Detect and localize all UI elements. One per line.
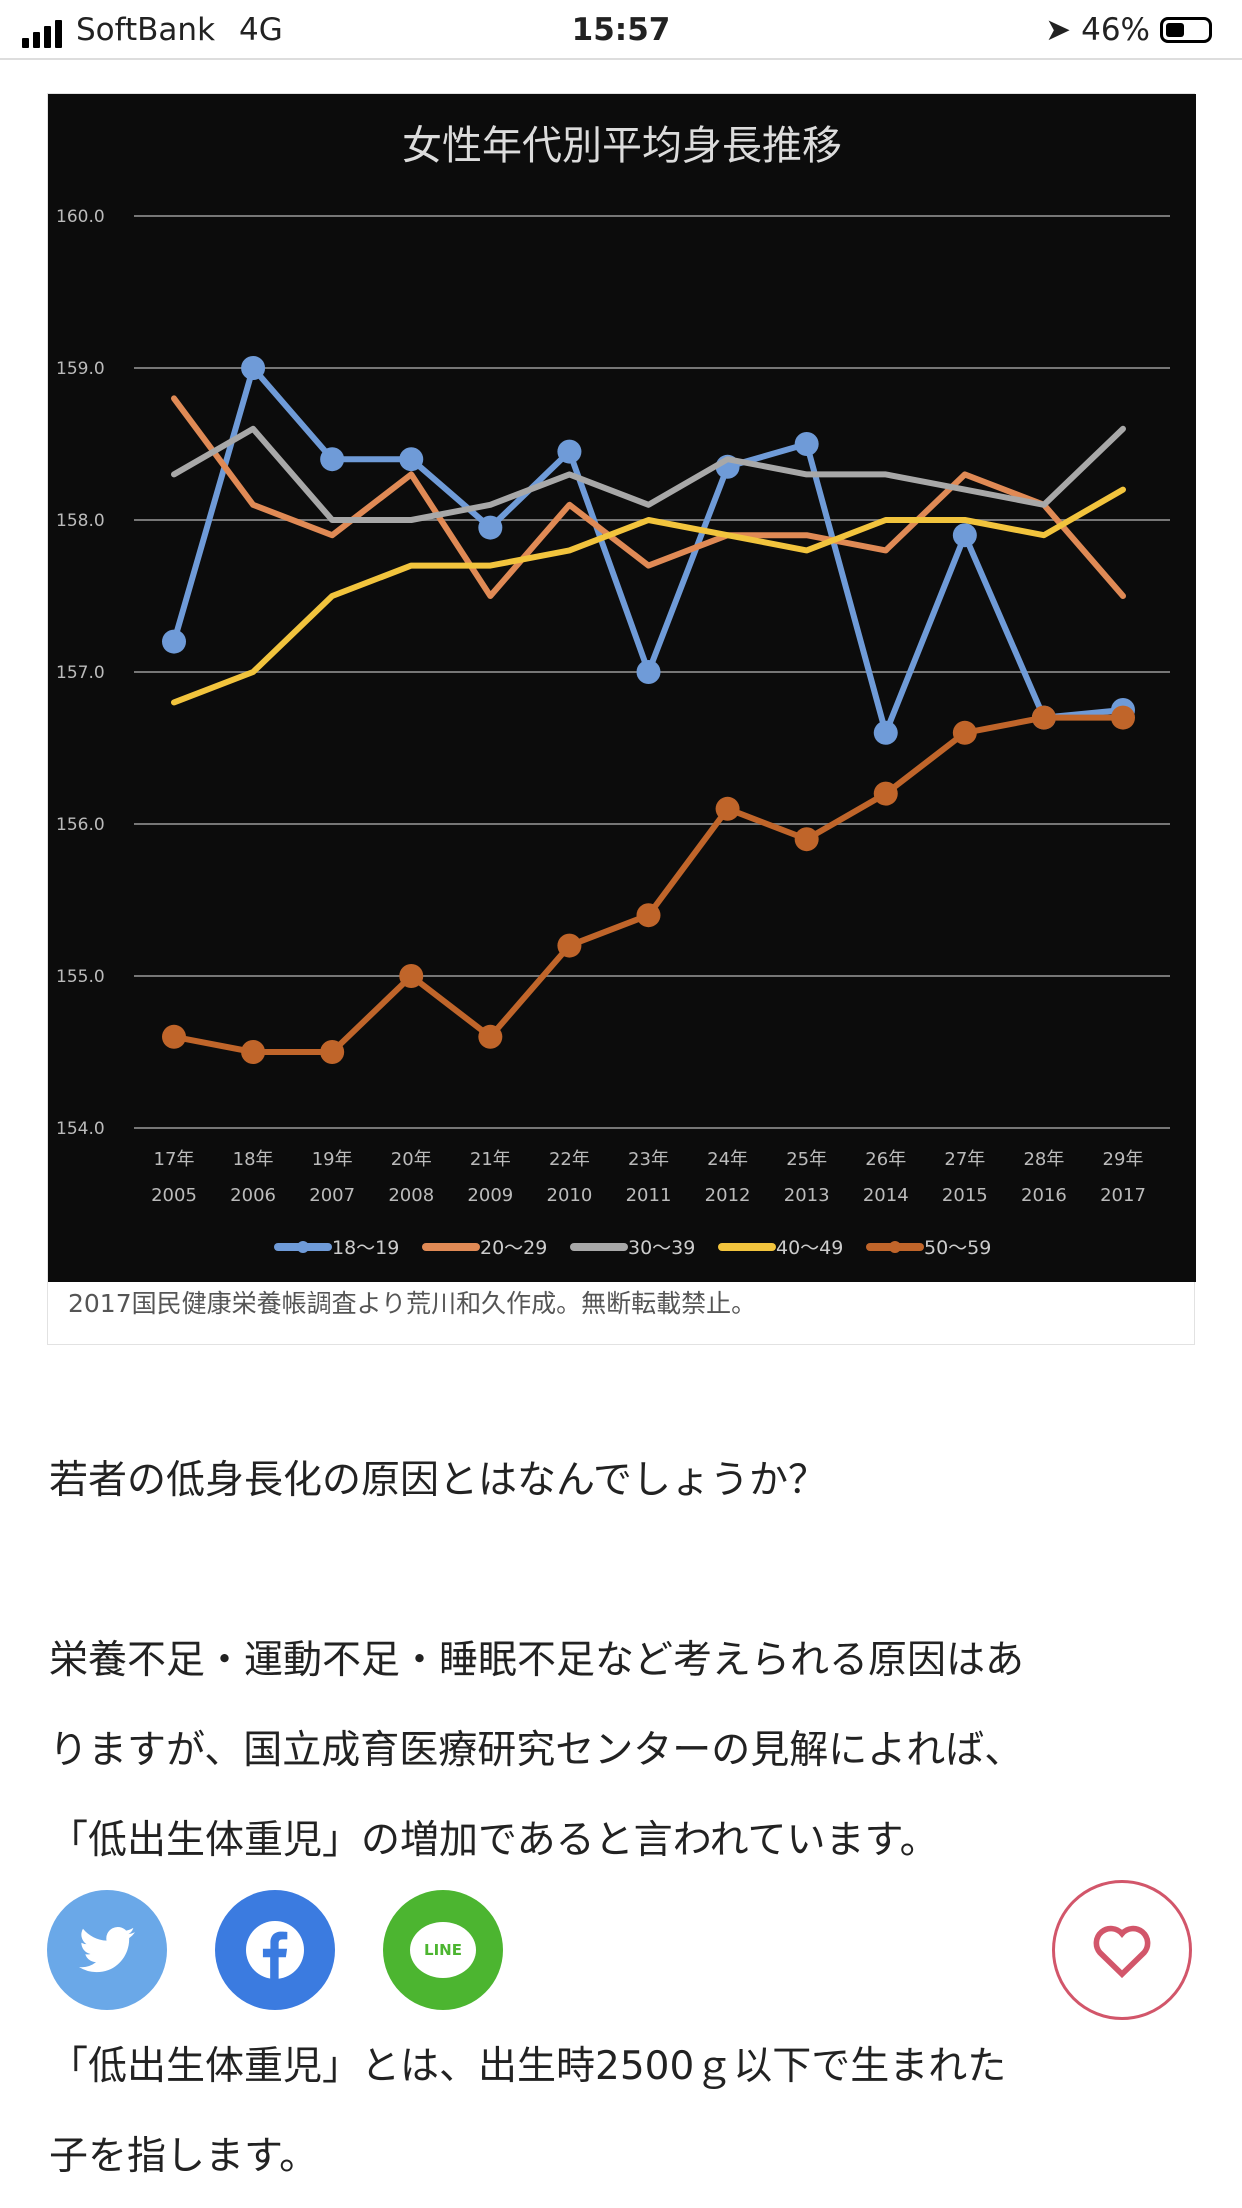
like-button[interactable] [1052,1880,1192,2020]
y-tick-label: 157.0 [56,663,105,683]
x-tick-label: 2009 [467,1185,513,1206]
data-point [1031,705,1056,730]
data-point [241,1040,266,1064]
x-tick-label: 27年 [944,1149,985,1170]
text-line: 「低出生体重児」とは、出生時2500ｇ以下で生まれた [49,2044,1007,2089]
legend-marker [297,1241,309,1253]
x-tick-label: 26年 [865,1149,906,1170]
facebook-share-button[interactable] [215,1890,335,2010]
data-point [636,660,661,684]
data-point [162,629,186,654]
x-tick-label: 21年 [470,1149,511,1170]
data-point [399,964,424,988]
data-point [478,515,503,540]
x-tick-label: 19年 [312,1149,353,1170]
heart-icon [1093,1925,1151,1978]
data-point [399,447,424,472]
x-tick-label: 17年 [154,1149,195,1170]
x-tick-label: 2010 [547,1185,593,1206]
y-tick-label: 160.0 [56,207,105,227]
x-tick-label: 2012 [705,1185,751,1206]
twitter-icon [79,1926,135,1973]
data-point [873,720,898,745]
legend-label: 40〜49 [776,1237,843,1259]
data-point [952,523,977,548]
legend-label: 20〜29 [480,1237,547,1259]
x-tick-label: 18年 [233,1149,274,1170]
x-tick-label: 28年 [1023,1149,1064,1170]
x-tick-label: 23年 [628,1149,669,1170]
y-tick-label: 158.0 [56,511,105,531]
x-tick-label: 2006 [230,1185,276,1206]
x-tick-label: 2015 [942,1185,988,1206]
data-point [557,933,582,958]
text-line: りますが、国立成育医療研究センターの見解によれば、 [49,1728,1024,1773]
legend-label: 18〜19 [332,1237,399,1259]
y-tick-label: 155.0 [56,967,105,987]
series-line-20〜29 [171,395,1126,599]
data-point [162,1024,186,1049]
data-point [794,432,819,456]
article-paragraph: 「低出生体重児」とは、出生時2500ｇ以下で生まれた 子を指します。 [49,2022,1199,2202]
series-line-50〜59 [171,714,1126,1055]
twitter-share-button[interactable] [47,1890,167,2010]
signal-icon [22,20,62,48]
location-icon: ➤ [1045,12,1072,48]
y-tick-label: 156.0 [56,815,105,835]
x-tick-label: 29年 [1103,1149,1144,1170]
carrier: SoftBank [76,12,216,48]
x-tick-label: 25年 [786,1149,827,1170]
x-tick-label: 2016 [1021,1185,1067,1206]
network-type: 4G [239,12,283,48]
clock: 15:57 [571,12,671,48]
data-point [794,827,819,852]
x-tick-label: 2013 [784,1185,830,1206]
text-line: 「低出生体重児」の増加であると言われています。 [49,1818,939,1863]
x-tick-label: 2008 [388,1185,434,1206]
legend-label: 30〜39 [628,1237,695,1259]
x-tick-label: 2005 [151,1185,197,1206]
line-chart: 女性年代別平均身長推移 154.0 155.0 156.0 157.0 158.0 159… [56,123,1170,1259]
article-paragraph: 栄養不足・運動不足・睡眠不足など考えられる原因はあ りますが、国立成育医療研究セ… [49,1616,1199,1886]
data-point [320,1040,345,1064]
battery-percent: 46% [1081,12,1150,48]
data-point [478,1024,503,1049]
x-tick-label: 24年 [707,1149,748,1170]
y-tick-label: 154.0 [56,1119,105,1139]
line-icon: LINE [410,1922,476,1978]
data-point [873,781,898,806]
facebook-icon [246,1921,304,1979]
article-paragraph: 若者の低身長化の原因とはなんでしょうか？ [49,1458,828,1503]
data-point [952,720,977,745]
x-tick-label: 22年 [549,1149,590,1170]
series-line-30〜39 [171,425,1126,523]
status-bar: SoftBank 4G 15:57 ➤ 46% [0,0,1242,60]
series-line-40〜49 [171,486,1126,706]
data-point [241,356,266,380]
text-line: 子を指します。 [49,2134,319,2179]
data-point [1111,705,1135,730]
y-tick-label: 159.0 [56,359,105,379]
chart-title: 女性年代別平均身長推移 [402,123,842,169]
legend-label: 50〜59 [924,1237,991,1259]
x-tick-label: 2017 [1100,1185,1146,1206]
x-tick-label: 2007 [309,1185,355,1206]
chart: 女性年代別平均身長推移 154.0 155.0 156.0 157.0 158.0 159… [48,94,1196,1282]
battery-icon [1160,17,1212,43]
line-share-button[interactable]: LINE [383,1890,503,2010]
data-point [557,439,582,464]
text-line: 栄養不足・運動不足・睡眠不足など考えられる原因はあ [49,1638,1025,1683]
x-tick-label: 2011 [626,1185,672,1206]
x-tick-label: 2014 [863,1185,909,1206]
figure-caption: 2017国民健康栄養帳調査より荒川和久作成。無断転載禁止。 [68,1289,757,1318]
data-point [320,447,345,472]
x-tick-label: 20年 [391,1149,432,1170]
data-point [715,796,740,821]
legend-marker [889,1241,901,1253]
data-point [636,903,661,928]
chart-figure: 女性年代別平均身長推移 154.0 155.0 156.0 157.0 158.0 159… [47,93,1196,1345]
